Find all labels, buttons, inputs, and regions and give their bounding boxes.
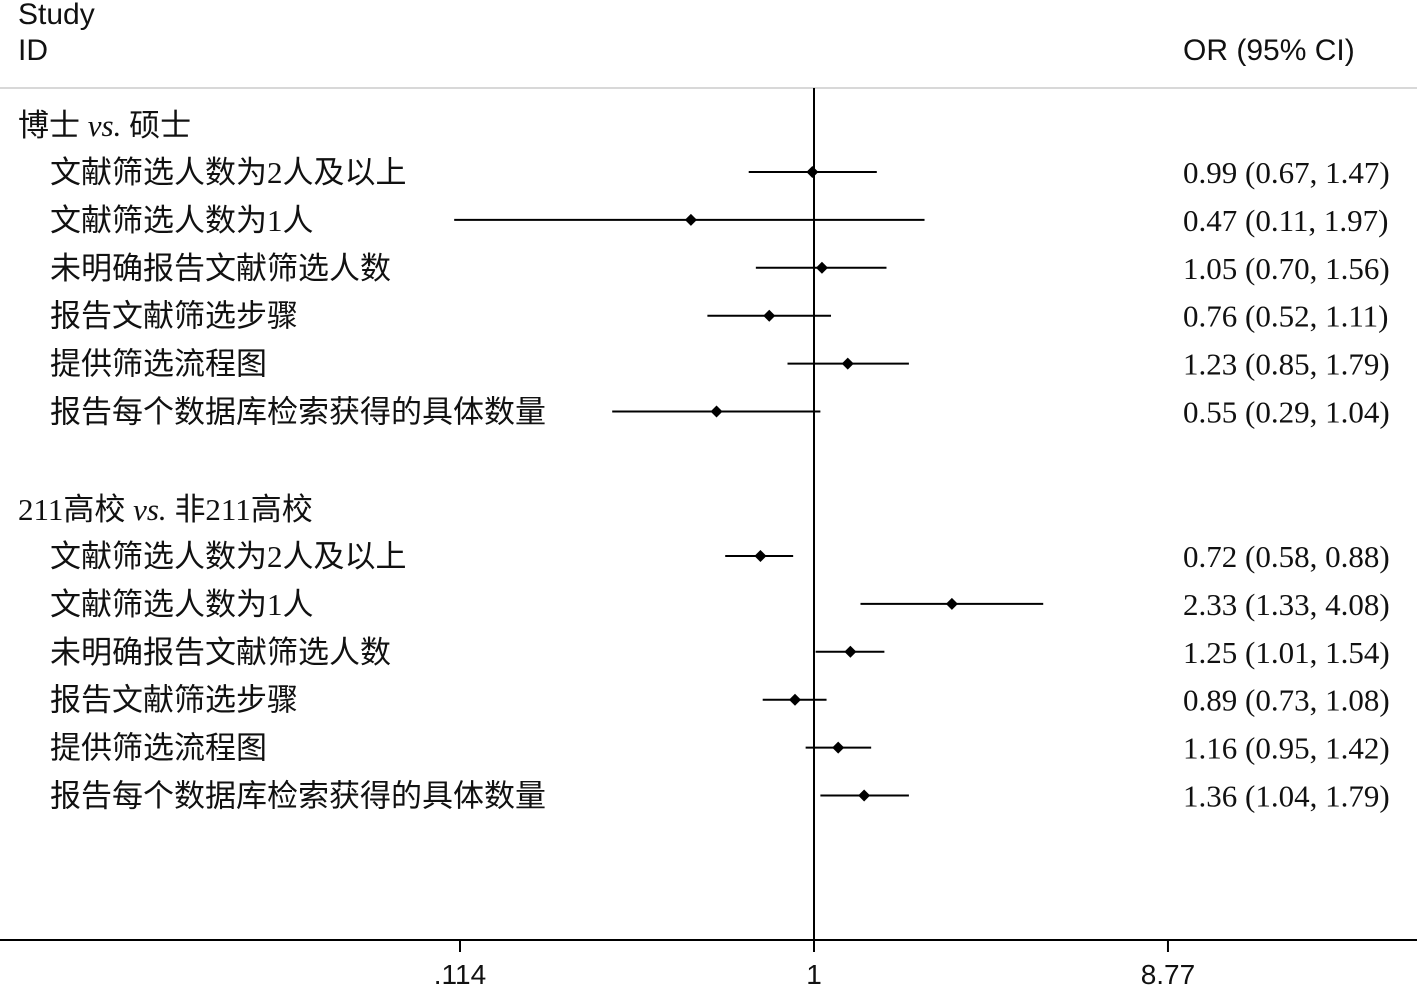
group-title-vs: vs. <box>88 108 122 143</box>
study-row: 报告文献筛选步骤 0.76 (0.52, 1.11) <box>50 299 1389 334</box>
estimate-text: 0.99 (0.67, 1.47) <box>1183 155 1390 190</box>
estimate-text: 1.16 (0.95, 1.42) <box>1183 731 1390 766</box>
group-title-part: 硕士 <box>121 108 191 143</box>
estimate-text: 0.55 (0.29, 1.04) <box>1183 395 1390 430</box>
point-estimate <box>841 357 854 370</box>
study-row: 未明确报告文献筛选人数 1.25 (1.01, 1.54) <box>50 635 1390 670</box>
study-row: 文献筛选人数为2人及以上 0.99 (0.67, 1.47) <box>50 155 1390 190</box>
point-estimate <box>945 597 958 610</box>
row-label: 报告每个数据库检索获得的具体数量 <box>50 779 546 814</box>
estimate-text: 2.33 (1.33, 4.08) <box>1183 587 1390 622</box>
study-label-line2: ID <box>18 34 48 67</box>
estimate-text: 1.36 (1.04, 1.79) <box>1183 779 1390 814</box>
x-tick-label: .114 <box>434 959 486 987</box>
study-row: 提供筛选流程图 1.16 (0.95, 1.42) <box>50 731 1390 766</box>
group-title-part: 非211高校 <box>167 492 313 527</box>
group-title-part: 211高校 <box>18 492 133 527</box>
study-row: 文献筛选人数为1人 2.33 (1.33, 4.08) <box>50 587 1390 622</box>
row-label: 提供筛选流程图 <box>50 347 267 382</box>
study-row: 文献筛选人数为2人及以上 0.72 (0.58, 0.88) <box>50 539 1390 574</box>
estimate-text: 0.89 (0.73, 1.08) <box>1183 683 1390 718</box>
row-label: 报告文献筛选步骤 <box>50 683 298 718</box>
point-estimate <box>806 166 819 178</box>
study-label-line1: Study <box>18 0 95 31</box>
study-row: 文献筛选人数为1人 0.47 (0.11, 1.97) <box>50 203 1389 238</box>
x-tick-label: 1 <box>806 959 822 987</box>
estimate-text: 1.25 (1.01, 1.54) <box>1183 635 1390 670</box>
point-estimate <box>684 213 697 226</box>
row-label: 文献筛选人数为1人 <box>50 203 314 238</box>
estimate-text: 0.76 (0.52, 1.11) <box>1183 299 1389 334</box>
group-title-part: 博士 <box>18 108 88 143</box>
row-label: 报告文献筛选步骤 <box>50 299 298 334</box>
point-estimate <box>710 405 723 418</box>
row-label: 报告每个数据库检索获得的具体数量 <box>50 395 546 430</box>
study-row: 未明确报告文献筛选人数 1.05 (0.70, 1.56) <box>50 251 1390 286</box>
row-label: 未明确报告文献筛选人数 <box>50 251 391 286</box>
row-label: 文献筛选人数为1人 <box>50 587 314 622</box>
study-row: 报告每个数据库检索获得的具体数量 0.55 (0.29, 1.04) <box>50 395 1390 430</box>
estimate-column-header: OR (95% CI) <box>1183 34 1355 67</box>
row-label: 文献筛选人数为2人及以上 <box>50 539 407 574</box>
x-axis: .114 1 8.77 <box>0 939 1417 987</box>
estimate-text: 0.72 (0.58, 0.88) <box>1183 539 1390 574</box>
row-label: 文献筛选人数为2人及以上 <box>50 155 407 190</box>
group-title: 211高校 vs. 非211高校 <box>18 492 313 527</box>
point-estimate <box>844 645 857 658</box>
group-title: 博士 vs. 硕士 <box>18 108 191 143</box>
table-header: Study ID OR (95% CI) <box>18 0 1355 67</box>
group-title-vs: vs. <box>133 492 167 527</box>
study-row: 报告文献筛选步骤 0.89 (0.73, 1.08) <box>50 683 1390 718</box>
row-label: 未明确报告文献筛选人数 <box>50 635 391 670</box>
estimate-text: 1.05 (0.70, 1.56) <box>1183 251 1390 286</box>
point-estimate <box>815 261 828 274</box>
estimate-text: 0.47 (0.11, 1.97) <box>1183 203 1389 238</box>
point-estimate <box>763 309 776 322</box>
study-row: 提供筛选流程图 1.23 (0.85, 1.79) <box>50 347 1390 382</box>
x-tick-label: 8.77 <box>1141 959 1196 987</box>
point-estimate <box>858 789 871 802</box>
estimate-text: 1.23 (0.85, 1.79) <box>1183 347 1390 382</box>
point-estimate <box>754 550 767 562</box>
study-row: 报告每个数据库检索获得的具体数量 1.36 (1.04, 1.79) <box>50 779 1390 814</box>
row-label: 提供筛选流程图 <box>50 731 267 766</box>
point-estimate <box>789 693 802 706</box>
point-estimate <box>832 741 845 754</box>
